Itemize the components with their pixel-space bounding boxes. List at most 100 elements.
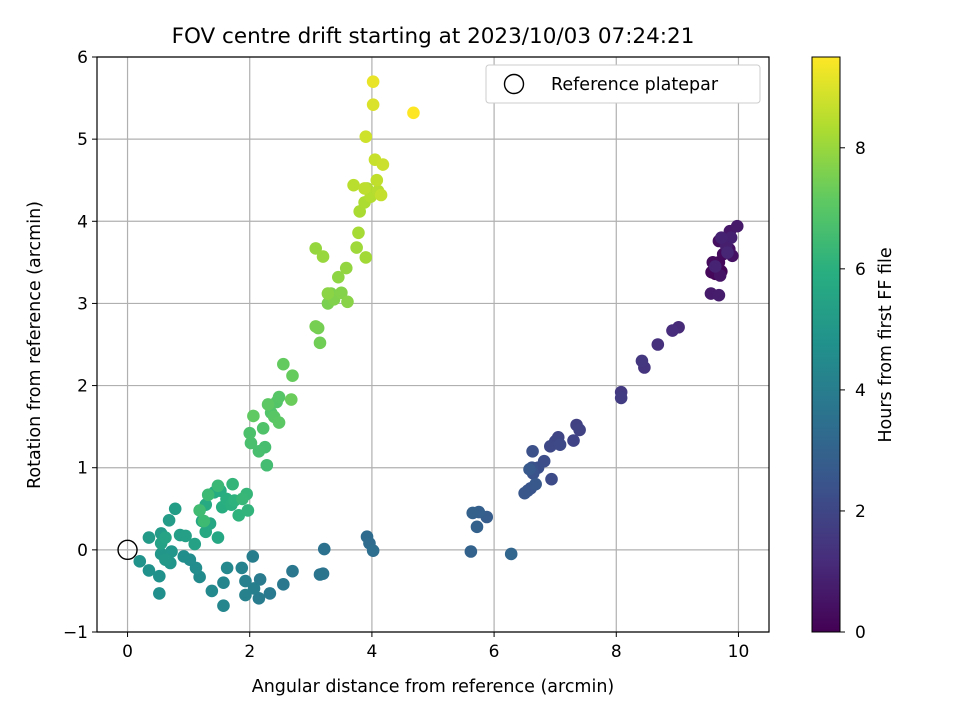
data-point — [335, 286, 348, 300]
data-point — [241, 504, 255, 517]
chart-title: FOV centre drift starting at 2023/10/03 … — [172, 24, 695, 49]
data-point — [153, 587, 166, 600]
data-point — [188, 537, 202, 551]
y-tick-label: −1 — [63, 623, 88, 643]
x-tick-label: 8 — [611, 642, 622, 662]
colorbar-ticks: 0 2 4 6 8 — [840, 139, 866, 643]
data-point — [545, 472, 558, 486]
y-tick-label: 0 — [77, 541, 88, 561]
data-point — [197, 514, 211, 528]
data-point — [523, 463, 536, 476]
x-tick-label: 4 — [366, 642, 377, 662]
x-axis-label: Angular distance from reference (arcmin) — [252, 677, 615, 697]
data-point — [567, 434, 580, 447]
data-point — [666, 324, 679, 337]
data-point — [239, 574, 252, 588]
data-point — [313, 568, 327, 581]
data-point — [316, 250, 330, 263]
legend: Reference platepar — [485, 64, 761, 104]
data-point — [168, 502, 182, 516]
data-point — [651, 338, 665, 351]
data-point — [332, 270, 345, 284]
data-point — [366, 544, 380, 557]
data-point — [153, 569, 166, 583]
colorbar-tick-label: 6 — [855, 260, 866, 280]
data-point — [321, 287, 335, 300]
data-point — [179, 529, 192, 543]
data-point — [724, 231, 738, 245]
data-point — [286, 369, 299, 383]
data-point — [243, 426, 257, 440]
data-point — [352, 226, 365, 240]
data-point — [614, 391, 628, 405]
data-point — [366, 75, 380, 88]
data-point — [518, 486, 531, 500]
data-point — [730, 219, 744, 233]
reference-platepar-marker — [117, 539, 138, 561]
data-point — [715, 231, 728, 245]
data-point — [235, 561, 249, 575]
data-point — [286, 564, 299, 578]
data-point — [252, 444, 266, 458]
data-point — [529, 477, 542, 491]
y-axis-ticks: −1 0 1 2 3 4 5 6 — [63, 48, 97, 643]
y-tick-label: 1 — [77, 459, 88, 479]
y-axis-label: Rotation from reference (arcmin) — [25, 201, 45, 489]
data-point — [220, 561, 234, 575]
data-point — [256, 421, 270, 435]
data-point — [309, 320, 323, 333]
x-tick-label: 2 — [244, 642, 255, 662]
data-point — [708, 260, 722, 273]
data-point — [374, 188, 388, 202]
data-point — [526, 444, 539, 458]
data-point — [244, 436, 258, 450]
data-point — [247, 582, 261, 595]
data-point — [272, 390, 286, 404]
x-tick-label: 0 — [122, 642, 133, 662]
data-point — [236, 492, 249, 506]
data-point — [370, 173, 384, 187]
y-tick-label: 3 — [77, 294, 88, 314]
colorbar-label: Hours from first FF file — [876, 247, 896, 442]
data-point — [543, 440, 557, 453]
data-point — [142, 531, 156, 544]
data-point — [466, 506, 480, 520]
x-tick-label: 6 — [489, 642, 500, 662]
data-point — [272, 416, 286, 429]
colorbar-gradient — [811, 56, 841, 633]
data-point — [407, 106, 420, 120]
data-point — [247, 409, 260, 423]
data-point — [239, 588, 252, 602]
legend-label: Reference platepar — [551, 75, 719, 95]
x-tick-label: 10 — [728, 642, 750, 662]
data-point — [142, 564, 156, 577]
colorbar-tick-label: 2 — [855, 502, 866, 522]
data-point — [252, 592, 266, 605]
data-point — [260, 458, 274, 472]
data-point — [193, 504, 206, 517]
y-tick-label: 5 — [77, 130, 88, 150]
data-point — [359, 251, 373, 264]
data-point — [376, 158, 390, 171]
data-point — [159, 531, 172, 544]
data-point — [464, 545, 478, 558]
data-point — [199, 525, 213, 539]
x-axis-ticks: 0 2 4 6 8 10 — [122, 632, 749, 662]
data-point — [246, 550, 260, 563]
data-point — [277, 578, 290, 591]
data-point — [133, 555, 147, 568]
legend-marker-circle-icon — [503, 73, 525, 95]
data-point — [217, 599, 230, 613]
data-point — [317, 542, 331, 556]
data-point — [211, 479, 225, 493]
colorbar-tick-label: 0 — [855, 623, 866, 643]
data-point — [366, 98, 380, 111]
plot-frame — [96, 56, 770, 633]
data-point — [635, 354, 649, 368]
data-point — [277, 357, 290, 371]
colorbar-tick-label: 8 — [855, 139, 866, 159]
data-point — [226, 477, 239, 491]
data-point — [350, 241, 363, 254]
data-point — [721, 246, 734, 259]
